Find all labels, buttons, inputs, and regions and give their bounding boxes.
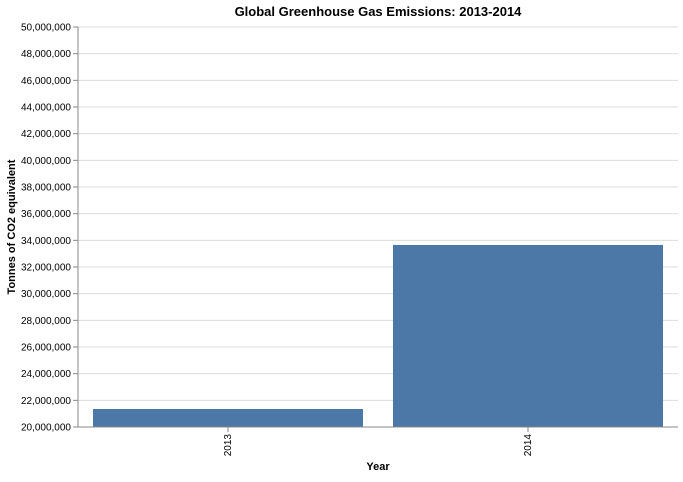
y-tick-label: 20,000,000 [21, 423, 71, 434]
x-tick-label-2013: 2013 [223, 434, 234, 457]
bars [93, 245, 663, 427]
y-axis-ticks: 20,000,000 22,000,000 24,000,000 26,000,000… [21, 23, 78, 434]
y-tick-label: 24,000,000 [21, 369, 71, 380]
x-axis-ticks: 2013 2014 [223, 427, 534, 456]
y-tick-label: 48,000,000 [21, 49, 71, 60]
bar-2013 [93, 409, 363, 427]
gridlines [78, 26, 678, 401]
y-tick-label: 42,000,000 [21, 129, 71, 140]
y-tick-label: 34,000,000 [21, 236, 71, 247]
x-tick-label-2014: 2014 [523, 434, 534, 457]
y-tick-label: 40,000,000 [21, 156, 71, 167]
y-tick-label: 30,000,000 [21, 289, 71, 300]
y-tick-label: 28,000,000 [21, 316, 71, 327]
y-tick-label: 50,000,000 [21, 23, 71, 34]
bar-2014 [393, 245, 663, 427]
y-tick-label: 38,000,000 [21, 183, 71, 194]
y-axis-title: Tonnes of CO2 equivalent [6, 159, 18, 294]
chart-title: Global Greenhouse Gas Emissions: 2013-20… [235, 4, 523, 19]
y-tick-label: 32,000,000 [21, 263, 71, 274]
y-tick-label: 26,000,000 [21, 343, 71, 354]
axes [77, 27, 678, 428]
y-tick-label: 46,000,000 [21, 76, 71, 87]
x-axis-title: Year [366, 461, 390, 473]
y-tick-label: 44,000,000 [21, 103, 71, 114]
y-tick-label: 22,000,000 [21, 396, 71, 407]
y-tick-label: 36,000,000 [21, 209, 71, 220]
